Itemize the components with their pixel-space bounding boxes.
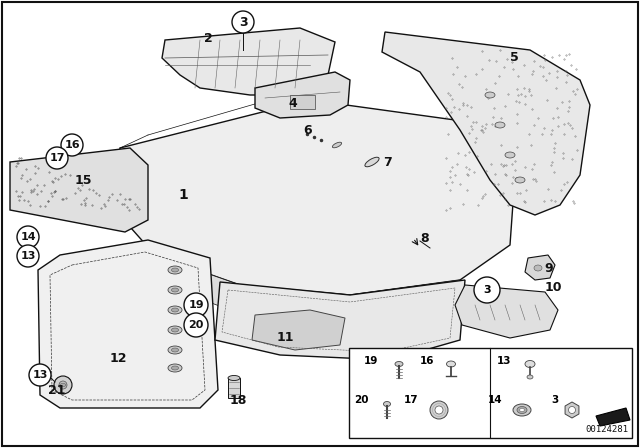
Ellipse shape bbox=[168, 326, 182, 334]
Polygon shape bbox=[455, 285, 558, 338]
Text: 13: 13 bbox=[497, 356, 511, 366]
Ellipse shape bbox=[60, 383, 66, 387]
Polygon shape bbox=[596, 408, 630, 426]
Ellipse shape bbox=[168, 364, 182, 372]
Polygon shape bbox=[255, 72, 350, 118]
Text: 17: 17 bbox=[49, 153, 65, 163]
Text: 19: 19 bbox=[364, 356, 378, 366]
Bar bbox=[349, 348, 632, 438]
Ellipse shape bbox=[485, 92, 495, 98]
Ellipse shape bbox=[527, 375, 533, 379]
Ellipse shape bbox=[172, 328, 179, 332]
Polygon shape bbox=[252, 310, 345, 350]
Ellipse shape bbox=[447, 361, 456, 367]
Ellipse shape bbox=[395, 362, 403, 366]
Text: 14: 14 bbox=[20, 232, 36, 242]
Ellipse shape bbox=[505, 152, 515, 158]
Polygon shape bbox=[10, 148, 148, 232]
Ellipse shape bbox=[534, 265, 542, 271]
Circle shape bbox=[568, 406, 575, 414]
Text: 5: 5 bbox=[509, 51, 518, 64]
Bar bbox=[290, 95, 315, 109]
Ellipse shape bbox=[515, 177, 525, 183]
Text: 20: 20 bbox=[188, 320, 204, 330]
Circle shape bbox=[46, 147, 68, 169]
Text: 14: 14 bbox=[488, 395, 502, 405]
Circle shape bbox=[232, 11, 254, 33]
Text: 16: 16 bbox=[420, 356, 435, 366]
Ellipse shape bbox=[172, 288, 179, 292]
Ellipse shape bbox=[172, 348, 179, 352]
Polygon shape bbox=[382, 32, 590, 215]
Circle shape bbox=[184, 313, 208, 337]
Ellipse shape bbox=[172, 308, 179, 312]
Text: 6: 6 bbox=[304, 124, 312, 137]
Text: 18: 18 bbox=[229, 393, 246, 406]
Ellipse shape bbox=[520, 409, 525, 412]
Text: 19: 19 bbox=[188, 300, 204, 310]
Circle shape bbox=[59, 381, 67, 389]
Ellipse shape bbox=[168, 306, 182, 314]
Polygon shape bbox=[145, 255, 460, 320]
Circle shape bbox=[54, 376, 72, 394]
Text: 9: 9 bbox=[545, 262, 554, 275]
Text: 3: 3 bbox=[239, 16, 247, 29]
Text: 3: 3 bbox=[552, 395, 559, 405]
Text: 16: 16 bbox=[64, 140, 80, 150]
Ellipse shape bbox=[495, 122, 505, 128]
Text: 21: 21 bbox=[48, 383, 66, 396]
Text: 7: 7 bbox=[383, 155, 392, 168]
Ellipse shape bbox=[525, 361, 535, 367]
Circle shape bbox=[17, 245, 39, 267]
Circle shape bbox=[474, 277, 500, 303]
Ellipse shape bbox=[383, 401, 390, 406]
Polygon shape bbox=[525, 255, 555, 280]
Ellipse shape bbox=[517, 406, 527, 414]
Ellipse shape bbox=[228, 375, 240, 380]
Text: 8: 8 bbox=[420, 232, 429, 245]
Ellipse shape bbox=[513, 404, 531, 416]
Ellipse shape bbox=[168, 286, 182, 294]
Polygon shape bbox=[115, 100, 515, 295]
Ellipse shape bbox=[168, 266, 182, 274]
Text: 13: 13 bbox=[20, 251, 36, 261]
Circle shape bbox=[430, 401, 448, 419]
Circle shape bbox=[184, 293, 208, 317]
Bar bbox=[228, 378, 240, 398]
Text: 1: 1 bbox=[178, 188, 188, 202]
Text: 12: 12 bbox=[109, 352, 127, 365]
Text: 3: 3 bbox=[483, 285, 491, 295]
Ellipse shape bbox=[172, 268, 179, 272]
Polygon shape bbox=[565, 402, 579, 418]
Ellipse shape bbox=[365, 157, 379, 167]
Circle shape bbox=[17, 226, 39, 248]
Text: 15: 15 bbox=[74, 173, 92, 186]
Ellipse shape bbox=[332, 142, 342, 148]
Circle shape bbox=[435, 406, 443, 414]
Circle shape bbox=[61, 134, 83, 156]
Polygon shape bbox=[162, 28, 335, 95]
Text: 20: 20 bbox=[354, 395, 368, 405]
Text: 17: 17 bbox=[404, 395, 419, 405]
Ellipse shape bbox=[172, 366, 179, 370]
Text: 10: 10 bbox=[544, 280, 562, 293]
Text: 13: 13 bbox=[32, 370, 48, 380]
Circle shape bbox=[29, 364, 51, 386]
Polygon shape bbox=[215, 280, 465, 360]
Text: 00124281: 00124281 bbox=[585, 425, 628, 434]
Polygon shape bbox=[38, 240, 218, 408]
Ellipse shape bbox=[168, 346, 182, 354]
Text: 4: 4 bbox=[289, 96, 298, 109]
Text: 2: 2 bbox=[204, 31, 212, 44]
Text: 11: 11 bbox=[276, 331, 294, 344]
